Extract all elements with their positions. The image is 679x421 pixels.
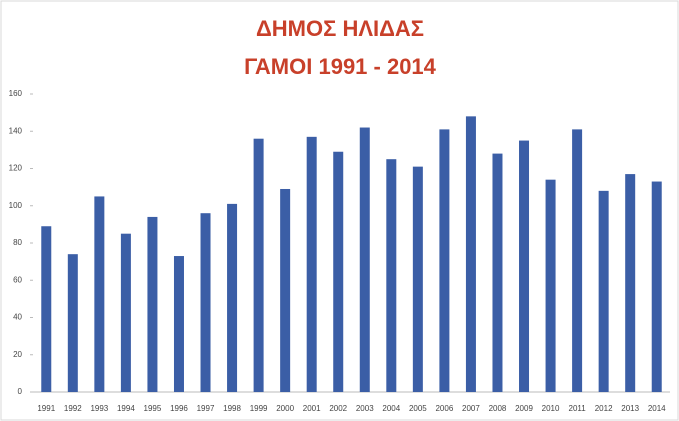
bar bbox=[94, 196, 105, 392]
chart-subtitle: ΓΑΜΟΙ 1991 - 2014 bbox=[244, 54, 437, 79]
x-tick-label: 2014 bbox=[648, 404, 666, 413]
y-tick-label: 80 bbox=[13, 238, 22, 247]
x-tick-label: 2013 bbox=[621, 404, 639, 413]
x-tick-label: 1993 bbox=[90, 404, 108, 413]
x-tick-label: 2011 bbox=[569, 404, 587, 413]
x-tick-label: 2006 bbox=[435, 404, 453, 413]
x-tick-label: 2003 bbox=[356, 404, 374, 413]
bar bbox=[253, 138, 264, 392]
bar bbox=[598, 190, 609, 392]
x-tick-label: 2001 bbox=[303, 404, 321, 413]
y-tick-label: 100 bbox=[9, 201, 23, 210]
bar bbox=[492, 153, 503, 392]
bar bbox=[333, 151, 344, 392]
bar bbox=[572, 129, 583, 392]
x-tick-label: 2000 bbox=[276, 404, 294, 413]
x-tick-label: 1994 bbox=[117, 404, 135, 413]
x-tick-label: 1995 bbox=[144, 404, 162, 413]
x-tick-label: 1996 bbox=[170, 404, 188, 413]
bar bbox=[439, 129, 450, 392]
bar bbox=[67, 254, 78, 392]
x-tick-label: 2010 bbox=[542, 404, 560, 413]
y-tick-label: 120 bbox=[9, 164, 23, 173]
x-tick-label: 2009 bbox=[515, 404, 533, 413]
x-tick-label: 2002 bbox=[329, 404, 347, 413]
y-tick-label: 0 bbox=[18, 387, 23, 396]
x-tick-label: 2005 bbox=[409, 404, 427, 413]
bar bbox=[280, 188, 291, 392]
x-tick-label: 2012 bbox=[595, 404, 613, 413]
x-tick-label: 1999 bbox=[250, 404, 268, 413]
y-tick-label: 20 bbox=[13, 350, 22, 359]
bar bbox=[359, 127, 370, 393]
x-tick-label: 2004 bbox=[382, 404, 400, 413]
bar bbox=[227, 203, 238, 392]
bar bbox=[41, 226, 52, 392]
x-tick-label: 1997 bbox=[197, 404, 215, 413]
bar bbox=[519, 140, 530, 392]
bar bbox=[625, 174, 636, 392]
bar bbox=[306, 136, 317, 392]
bar bbox=[651, 181, 662, 392]
x-tick-label: 1998 bbox=[223, 404, 241, 413]
bar bbox=[147, 216, 158, 392]
chart-title: ΔΗΜΟΣ ΗΛΙΔΑΣ bbox=[256, 16, 424, 41]
x-tick-label: 1992 bbox=[64, 404, 82, 413]
x-tick-label: 2008 bbox=[489, 404, 507, 413]
bar bbox=[120, 233, 131, 392]
bar bbox=[173, 256, 184, 392]
x-tick-label: 1991 bbox=[37, 404, 55, 413]
y-tick-label: 160 bbox=[9, 89, 23, 98]
bar bbox=[386, 159, 397, 392]
bar bbox=[465, 116, 476, 392]
bar bbox=[545, 179, 556, 392]
y-tick-label: 140 bbox=[9, 126, 23, 135]
bar bbox=[200, 213, 211, 392]
y-tick-label: 60 bbox=[13, 275, 22, 284]
x-tick-label: 2007 bbox=[462, 404, 480, 413]
bar bbox=[412, 166, 423, 392]
y-tick-label: 40 bbox=[13, 313, 22, 322]
